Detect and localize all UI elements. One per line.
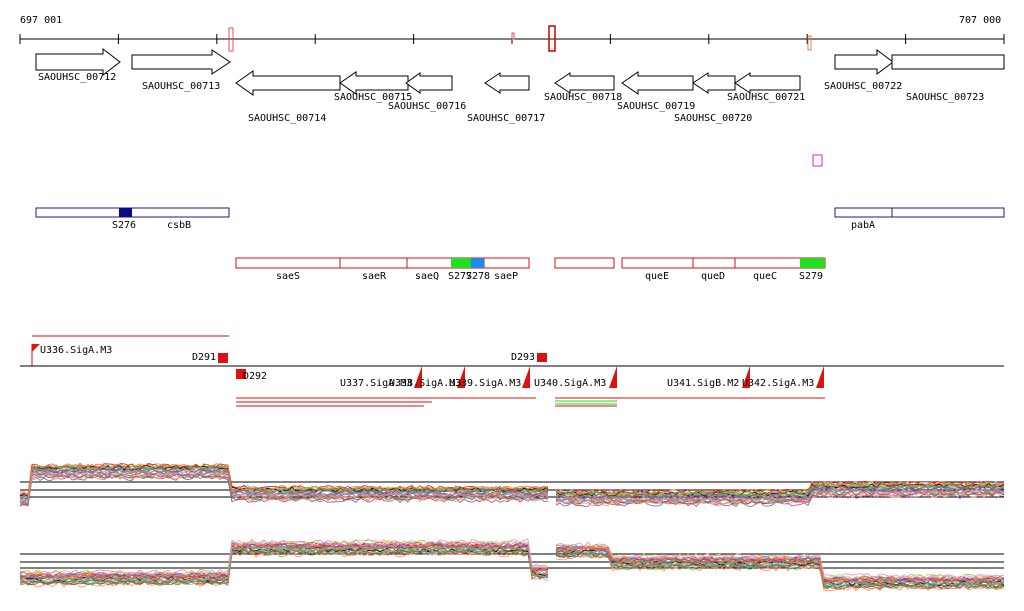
- promoter-track: U336.SigA.M3 D291 D292 D293 U337.SigA.M3…: [20, 335, 1004, 407]
- gene-arrow-00714[interactable]: [235, 70, 341, 96]
- feature-label: csbB: [167, 220, 191, 231]
- feature-label: S278: [466, 271, 490, 282]
- expression-trace-top: [19, 462, 1005, 495]
- pabA-feature[interactable]: [834, 207, 1005, 218]
- promoter-flag[interactable]: [457, 366, 465, 388]
- promoter-label: U340.SigA.M3: [534, 378, 606, 389]
- promoter-flag[interactable]: [32, 344, 40, 352]
- ruler-marker[interactable]: [807, 35, 812, 51]
- expression-trace-top: [19, 470, 1005, 504]
- red-annotation-track: saeS saeR saeQ S277 S278 saeP queE queD …: [235, 257, 826, 282]
- gene-arrow-00719[interactable]: [621, 71, 694, 95]
- csbB-feature[interactable]: [35, 207, 230, 218]
- gene-arrow-00718[interactable]: [554, 72, 615, 94]
- promoter-label: D291: [192, 352, 216, 363]
- promoter-label: U337.SigA.M3: [340, 378, 412, 389]
- feature-label: queD: [701, 271, 725, 282]
- feature-label: saeQ: [415, 271, 439, 282]
- expression-trace-top: [19, 463, 1005, 497]
- gene-arrow-00721[interactable]: [734, 72, 801, 94]
- gene-arrow-00720[interactable]: [692, 72, 736, 94]
- gene-label: SAOUHSC_00713: [142, 81, 220, 92]
- promoter-label: D293: [511, 352, 535, 363]
- gene-arrow-00715[interactable]: [339, 71, 409, 95]
- que-operon[interactable]: [621, 257, 826, 269]
- gene-label: SAOUHSC_00723: [906, 92, 984, 103]
- gene-label: SAOUHSC_00714: [248, 113, 326, 124]
- gene-arrow-00712[interactable]: [35, 47, 121, 77]
- sae-operon[interactable]: [235, 257, 530, 269]
- gene-arrow-00713[interactable]: [131, 49, 231, 75]
- gene-label: SAOUHSC_00718: [544, 92, 622, 103]
- gene-label: SAOUHSC_00722: [824, 81, 902, 92]
- promoter-label: U342.SigA.M3: [742, 378, 814, 389]
- ruler-marker[interactable]: [511, 32, 515, 40]
- expression-track-bottom[interactable]: [19, 538, 1005, 592]
- gene-arrow-00723[interactable]: [891, 54, 1005, 70]
- promoter-label: U341.SigB.M2: [667, 378, 739, 389]
- feature-label: saeR: [362, 271, 387, 282]
- promoter-label: U338.SigA.M3: [389, 378, 461, 389]
- promoter-flag[interactable]: [816, 366, 824, 388]
- magenta-feature[interactable]: [812, 154, 823, 167]
- feature-label: saeS: [276, 271, 300, 282]
- terminator-D292[interactable]: [236, 369, 246, 379]
- ruler-start-label: 697 001: [20, 15, 62, 26]
- feature-label: saeP: [494, 271, 518, 282]
- promoter-label: U339.SigA.M3: [449, 378, 521, 389]
- promoter-label: D292: [243, 371, 267, 382]
- gene-arrow-00722[interactable]: [834, 49, 894, 75]
- gene-label: SAOUHSC_00715: [334, 92, 412, 103]
- S277-feature[interactable]: [451, 258, 471, 268]
- blue-annotation-track: S276 csbB pabA: [35, 207, 1005, 231]
- promoter-flag[interactable]: [414, 366, 422, 388]
- ruler-end-label: 707 000: [959, 15, 1001, 26]
- expression-trace-bottom: [19, 546, 1005, 587]
- gene-label: SAOUHSC_00719: [617, 101, 695, 112]
- feature-label: S279: [799, 271, 823, 282]
- expression-trace-top: [19, 467, 1005, 502]
- gene-track: SAOUHSC_00712 SAOUHSC_00713 SAOUHSC_0071…: [35, 47, 1005, 167]
- coordinate-ruler: 697 001 707 000: [19, 15, 1005, 52]
- expression-trace-bottom: [19, 540, 1005, 581]
- S279-feature[interactable]: [800, 258, 825, 268]
- promoter-flag[interactable]: [522, 366, 530, 388]
- promoter-flag[interactable]: [742, 366, 750, 388]
- expression-trace-top: [19, 470, 1005, 505]
- terminator-D291[interactable]: [218, 353, 228, 363]
- promoter-flag[interactable]: [609, 366, 617, 388]
- feature-label: queC: [753, 271, 777, 282]
- feature-label: pabA: [851, 220, 875, 231]
- feature-label: S277: [448, 271, 472, 282]
- S278-feature[interactable]: [471, 258, 484, 268]
- gene-label: SAOUHSC_00717: [467, 113, 545, 124]
- expression-track-top[interactable]: [19, 462, 1005, 507]
- gene-arrow-00716[interactable]: [405, 72, 453, 94]
- S276-feature[interactable]: [119, 208, 132, 217]
- gene-arrow-00717[interactable]: [484, 72, 530, 94]
- feature-label: S276: [112, 220, 136, 231]
- terminator-D293[interactable]: [537, 353, 547, 362]
- gene-label: SAOUHSC_00716: [388, 101, 466, 112]
- gene-label: SAOUHSC_00720: [674, 113, 752, 124]
- unnamed-feature[interactable]: [554, 257, 615, 269]
- ruler-marker[interactable]: [548, 25, 556, 52]
- gene-label: SAOUHSC_00712: [38, 72, 116, 83]
- feature-label: queE: [645, 271, 669, 282]
- expression-trace-top: [19, 465, 1005, 499]
- promoter-label: U336.SigA.M3: [40, 345, 112, 356]
- gene-label: SAOUHSC_00721: [727, 92, 805, 103]
- ruler-ticks: [19, 34, 1005, 44]
- ruler-marker[interactable]: [228, 27, 234, 52]
